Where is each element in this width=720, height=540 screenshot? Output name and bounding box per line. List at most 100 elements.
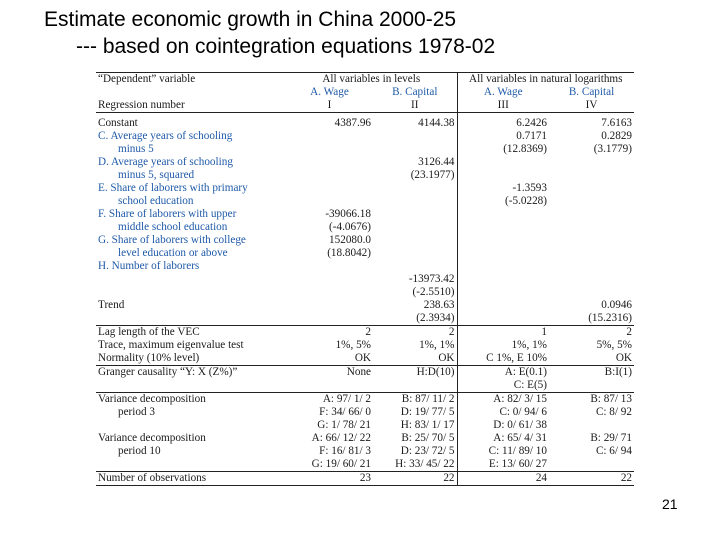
cell: B: 29/ 71 bbox=[590, 432, 632, 444]
row-label-cont: school education bbox=[118, 195, 194, 207]
cell: -1.3593 bbox=[456, 182, 549, 195]
header-row-3: Regression number I II III IV bbox=[96, 99, 634, 113]
table-row: C: E(5) bbox=[96, 379, 634, 393]
cell: 0.0946 bbox=[601, 299, 632, 311]
title-line-2: --- based on cointegration equations 197… bbox=[76, 35, 496, 58]
table-row: level education or above (18.8042) bbox=[96, 247, 634, 260]
row-label: Number of observations bbox=[96, 471, 286, 486]
cell: D: 0/ 61/ 38 bbox=[456, 419, 549, 432]
row-label-cont: level education or above bbox=[118, 247, 228, 259]
row-label: Trace, maximum eigenvalue test bbox=[98, 339, 244, 351]
cell: A: 66/ 12/ 22 bbox=[311, 432, 371, 444]
table-row: Constant 4387.96 4144.38 6.2426 7.6163 bbox=[96, 117, 634, 130]
cell: F: 34/ 66/ 0 bbox=[319, 406, 371, 418]
cell: 238.63 bbox=[423, 299, 455, 311]
cell: (23.1977) bbox=[410, 169, 455, 181]
cell: (3.1779) bbox=[593, 143, 632, 155]
table-row: period 10 F: 16/ 81/ 3 D: 23/ 72/ 5 C: 1… bbox=[96, 445, 634, 458]
cell: None bbox=[346, 366, 371, 378]
cell: 4387.96 bbox=[334, 117, 371, 129]
row-label-cont: minus 5, squared bbox=[118, 169, 195, 181]
row-label: F. Share of laborers with upper bbox=[98, 208, 237, 220]
row-label: E. Share of laborers with primary bbox=[98, 182, 248, 194]
cell: 4144.38 bbox=[418, 117, 455, 129]
cell: (12.8369) bbox=[456, 143, 549, 156]
col-header-2: B. Capital bbox=[392, 86, 438, 98]
table-row: -13973.42 bbox=[96, 273, 634, 286]
cell: G: 19/ 60/ 21 bbox=[286, 458, 373, 472]
table-row: G: 19/ 60/ 21 H: 33/ 45/ 22 E: 13/ 60/ 2… bbox=[96, 458, 634, 472]
cell: (-5.0228) bbox=[456, 195, 549, 208]
cell: C: 11/ 89/ 10 bbox=[456, 445, 549, 458]
table-row: C. Average years of schooling 0.7171 0.2… bbox=[96, 130, 634, 143]
cell: E: 13/ 60/ 27 bbox=[456, 458, 549, 472]
page-number: 21 bbox=[662, 496, 678, 512]
slide-title: Estimate economic growth in China 2000-2… bbox=[44, 6, 495, 60]
reg-num-4: IV bbox=[549, 99, 634, 113]
row-label: Normality (10% level) bbox=[96, 352, 286, 366]
table-row: H. Number of laborers bbox=[96, 260, 634, 273]
row-label: Trend bbox=[98, 299, 125, 311]
header-row-1: “Dependent” variable All variables in le… bbox=[96, 72, 634, 86]
row-label: Variance decomposition bbox=[98, 393, 206, 405]
title-line-1: Estimate economic growth in China 2000-2… bbox=[44, 8, 457, 31]
cell: C 1%, E 10% bbox=[456, 352, 549, 366]
cell: 22 bbox=[373, 471, 457, 486]
table-row: (2.3934) (15.2316) bbox=[96, 312, 634, 326]
row-label-cont: period 10 bbox=[118, 445, 161, 457]
row-label: Variance decomposition bbox=[98, 432, 206, 444]
cell: 5%, 5% bbox=[596, 339, 632, 351]
table-row: Trace, maximum eigenvalue test 1%, 5% 1%… bbox=[96, 339, 634, 352]
cell: F: 16/ 81/ 3 bbox=[319, 445, 371, 457]
table-row: Normality (10% level) OK OK C 1%, E 10% … bbox=[96, 352, 634, 366]
row-label: Granger causality “Y: X (Z%)” bbox=[98, 366, 238, 378]
cell: B: 87/ 11/ 2 bbox=[401, 393, 455, 405]
cell: OK bbox=[286, 352, 373, 366]
table-row: minus 5, squared (23.1977) bbox=[96, 169, 634, 182]
cell: 2 bbox=[448, 326, 455, 338]
cell: 1%, 1% bbox=[456, 339, 549, 352]
cell: A: 82/ 3/ 15 bbox=[456, 392, 549, 406]
cell: 22 bbox=[549, 471, 634, 486]
cell: 24 bbox=[456, 471, 549, 486]
cell: H:D(10) bbox=[416, 366, 455, 378]
row-label: Lag length of the VEC bbox=[98, 326, 200, 338]
cell: OK bbox=[549, 352, 634, 366]
cell: 1%, 1% bbox=[419, 339, 455, 351]
col-header-3: A. Wage bbox=[456, 86, 549, 99]
table-row: period 3 F: 34/ 66/ 0 D: 19/ 77/ 5 C: 0/… bbox=[96, 406, 634, 419]
logs-header: All variables in natural logarithms bbox=[456, 72, 634, 86]
cell: (15.2316) bbox=[549, 312, 634, 326]
row-label: D. Average years of schooling bbox=[98, 156, 233, 168]
table-row: (-2.5510) bbox=[96, 286, 634, 299]
row-label: C. Average years of schooling bbox=[98, 130, 233, 142]
col-header-1: A. Wage bbox=[310, 86, 349, 98]
cell: D: 23/ 72/ 5 bbox=[400, 445, 455, 457]
table-row: Variance decomposition A: 97/ 1/ 2 B: 87… bbox=[96, 392, 634, 406]
cell: C: 0/ 94/ 6 bbox=[456, 406, 549, 419]
cell: (2.3934) bbox=[373, 312, 457, 326]
regression-number-label: Regression number bbox=[96, 99, 286, 113]
cell: A: 97/ 1/ 2 bbox=[322, 393, 371, 405]
table-row: G. Share of laborers with college 152080… bbox=[96, 234, 634, 247]
row-label-cont: period 3 bbox=[118, 406, 155, 418]
table-row: middle school education (-4.0676) bbox=[96, 221, 634, 234]
row-label: G. Share of laborers with college bbox=[98, 234, 246, 246]
cell: 152080.0 bbox=[329, 234, 371, 246]
regression-table: “Dependent” variable All variables in le… bbox=[96, 72, 634, 486]
cell: B: 87/ 13 bbox=[590, 393, 632, 405]
row-label: Constant bbox=[98, 117, 138, 129]
levels-header: All variables in levels bbox=[286, 72, 457, 86]
cell: (18.8042) bbox=[327, 247, 371, 259]
cell: A: E(0.1) bbox=[456, 365, 549, 379]
reg-num-2: II bbox=[373, 99, 457, 113]
reg-num-3: III bbox=[456, 99, 549, 113]
table-row: G: 1/ 78/ 21 H: 83/ 1/ 17 D: 0/ 61/ 38 bbox=[96, 419, 634, 432]
table-row: Number of observations 23 22 24 22 bbox=[96, 471, 634, 486]
cell: -13973.42 bbox=[408, 273, 455, 285]
cell: -39066.18 bbox=[325, 208, 371, 220]
cell: H: 33/ 45/ 22 bbox=[373, 458, 457, 472]
cell: 1%, 5% bbox=[335, 339, 371, 351]
table-row: school education (-5.0228) bbox=[96, 195, 634, 208]
cell: 1 bbox=[456, 325, 549, 339]
